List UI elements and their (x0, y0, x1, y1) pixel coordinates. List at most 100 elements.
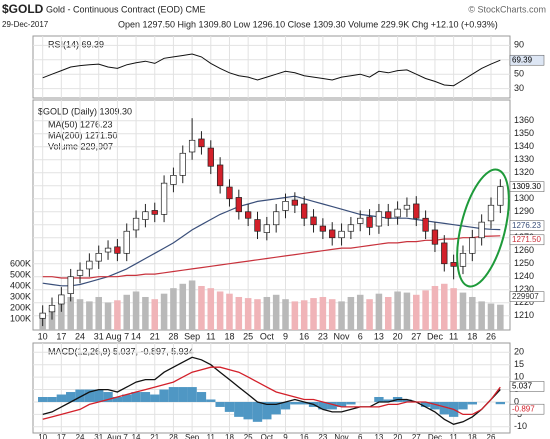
value-tag-label: 1271.50 (512, 235, 541, 244)
candle-body (216, 164, 224, 187)
volume-bar (95, 296, 102, 330)
volume-bar (441, 283, 448, 330)
volume-bar (188, 280, 196, 330)
volume-bar (151, 299, 159, 330)
value-tag (509, 381, 545, 392)
histogram-bar (243, 401, 253, 420)
histogram-bar (374, 397, 384, 402)
histogram-bar (346, 401, 356, 405)
instrument-name: Gold - Continuous Contract (EOD) CME (46, 4, 206, 14)
candle-body (244, 211, 252, 219)
value-tag-label: 229907 (512, 292, 539, 301)
y-tick-label: 1330 (514, 154, 534, 164)
candle-body (76, 269, 84, 276)
volume-bar (403, 292, 411, 330)
macd-legend: MACD(12,26,9) 5.037, -0.897, 5.934 (48, 346, 194, 356)
volume-bar (422, 290, 429, 330)
x-tick-label: 23 (318, 433, 327, 439)
volume-bar (132, 291, 140, 330)
volume-bar (179, 283, 187, 330)
candle-body (170, 175, 177, 185)
highlight-ellipse (456, 168, 510, 288)
x-tick-label: Sep (184, 331, 200, 341)
candle-body (179, 152, 186, 176)
histogram-bar (196, 392, 207, 402)
x-tick-label: 27 (411, 331, 421, 341)
candle-body (310, 216, 317, 226)
y-tick-label: 400K (10, 280, 31, 290)
volume-bar (216, 291, 224, 330)
quote: Open 1297.50 High 1309.80 Low 1296.10 Cl… (118, 19, 498, 29)
x-tick-label: 20 (393, 433, 402, 439)
x-tick-label: 13 (374, 433, 383, 439)
histogram-bar (262, 401, 272, 420)
candle-body (58, 294, 65, 305)
volume-bar (310, 298, 317, 330)
y-tick-label: 1320 (514, 167, 534, 177)
histogram-bar (150, 394, 160, 402)
candle-body (347, 224, 355, 232)
candle-body (67, 276, 74, 294)
histogram-bar (206, 399, 216, 402)
volume-bar (338, 301, 345, 330)
price-panel (32, 99, 511, 331)
x-tick-label: 9 (283, 331, 288, 341)
y-tick-label: 1300 (514, 193, 534, 203)
volume-bar (487, 303, 495, 330)
x-tick-label: 11 (206, 331, 215, 341)
y-tick-label: 1250 (514, 258, 534, 268)
histogram-bar (187, 387, 197, 402)
x-tick-label: 17 (57, 433, 66, 439)
y-tick-label: 15 (514, 359, 524, 369)
candle-body (48, 304, 56, 313)
histogram-bar (420, 401, 431, 407)
x-tick-label: Dec (428, 433, 442, 439)
volume-bar (104, 302, 112, 330)
histogram-bar (47, 397, 57, 402)
candle-body (366, 216, 373, 228)
histogram-bar (458, 401, 468, 410)
histogram-bar (280, 401, 291, 410)
x-tick-label: 16 (300, 433, 309, 439)
volume-bar (263, 296, 271, 330)
volume-bar (328, 299, 336, 330)
volume-bar (394, 291, 401, 330)
histogram-bar (56, 394, 67, 402)
histogram-bar (103, 392, 113, 402)
histogram-bar (271, 401, 281, 415)
y-tick-label: 1220 (514, 297, 534, 307)
x-tick-label: 23 (318, 331, 328, 341)
y-tick-label: 90 (514, 40, 524, 50)
candle-body (188, 139, 196, 153)
histogram-bar (299, 401, 309, 405)
candle-body (319, 225, 327, 232)
candle-body (422, 217, 429, 232)
x-tick-label: Aug 7 (107, 433, 128, 439)
candle-body (226, 186, 233, 200)
value-tag (509, 181, 545, 192)
ma200-legend: MA(200) 1271.50 (48, 130, 118, 140)
volume-bar (114, 300, 121, 330)
volume-bar (254, 299, 261, 330)
volume-bar (244, 298, 252, 330)
x-tick-label: 11 (449, 433, 458, 439)
histogram-bar (94, 389, 104, 402)
candle-body (198, 138, 205, 148)
rsi-legend: RSI(14) 69.39 (48, 39, 104, 49)
y-tick-label: 100K (10, 313, 31, 323)
x-tick-label: 18 (225, 433, 234, 439)
x-tick-label: 9 (283, 433, 288, 439)
volume-bar (142, 296, 149, 330)
volume-bar (86, 301, 93, 330)
y-tick-label: -10 (514, 421, 527, 431)
y-tick-label: 1340 (514, 141, 534, 151)
x-tick-label: 10 (38, 331, 48, 341)
y-tick-label: 1210 (514, 310, 534, 320)
y-tick-label: 200K (10, 302, 31, 312)
volume-bar (291, 301, 299, 330)
histogram-bar (224, 401, 235, 412)
x-tick-label: 31 (94, 433, 103, 439)
candle-body (497, 186, 504, 206)
volume-bar (123, 294, 130, 330)
volume-bar (319, 296, 327, 330)
